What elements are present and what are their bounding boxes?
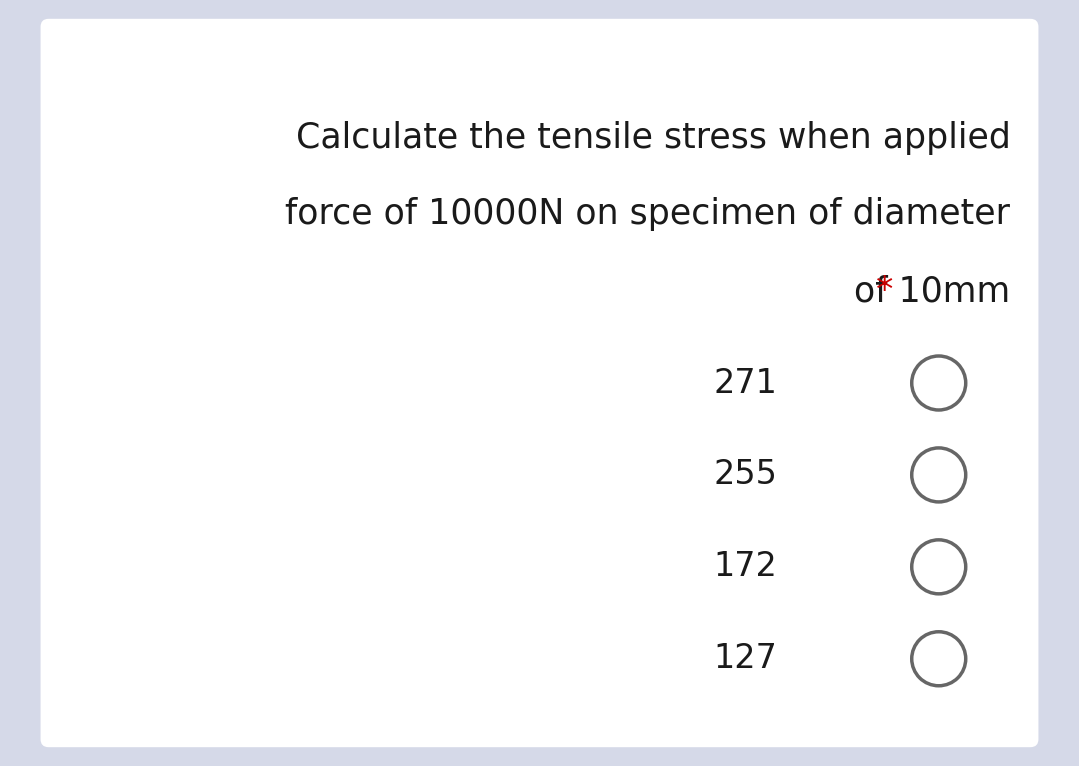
Text: 172: 172	[713, 550, 777, 584]
Text: *: *	[875, 274, 892, 308]
Text: 127: 127	[713, 642, 777, 676]
Text: force of 10000N on specimen of diameter: force of 10000N on specimen of diameter	[286, 198, 1010, 231]
Text: 271: 271	[713, 366, 777, 400]
Text: of 10mm: of 10mm	[843, 274, 1010, 308]
Text: 255: 255	[713, 458, 777, 492]
Text: Calculate the tensile stress when applied: Calculate the tensile stress when applie…	[296, 121, 1010, 155]
FancyBboxPatch shape	[41, 19, 1038, 747]
